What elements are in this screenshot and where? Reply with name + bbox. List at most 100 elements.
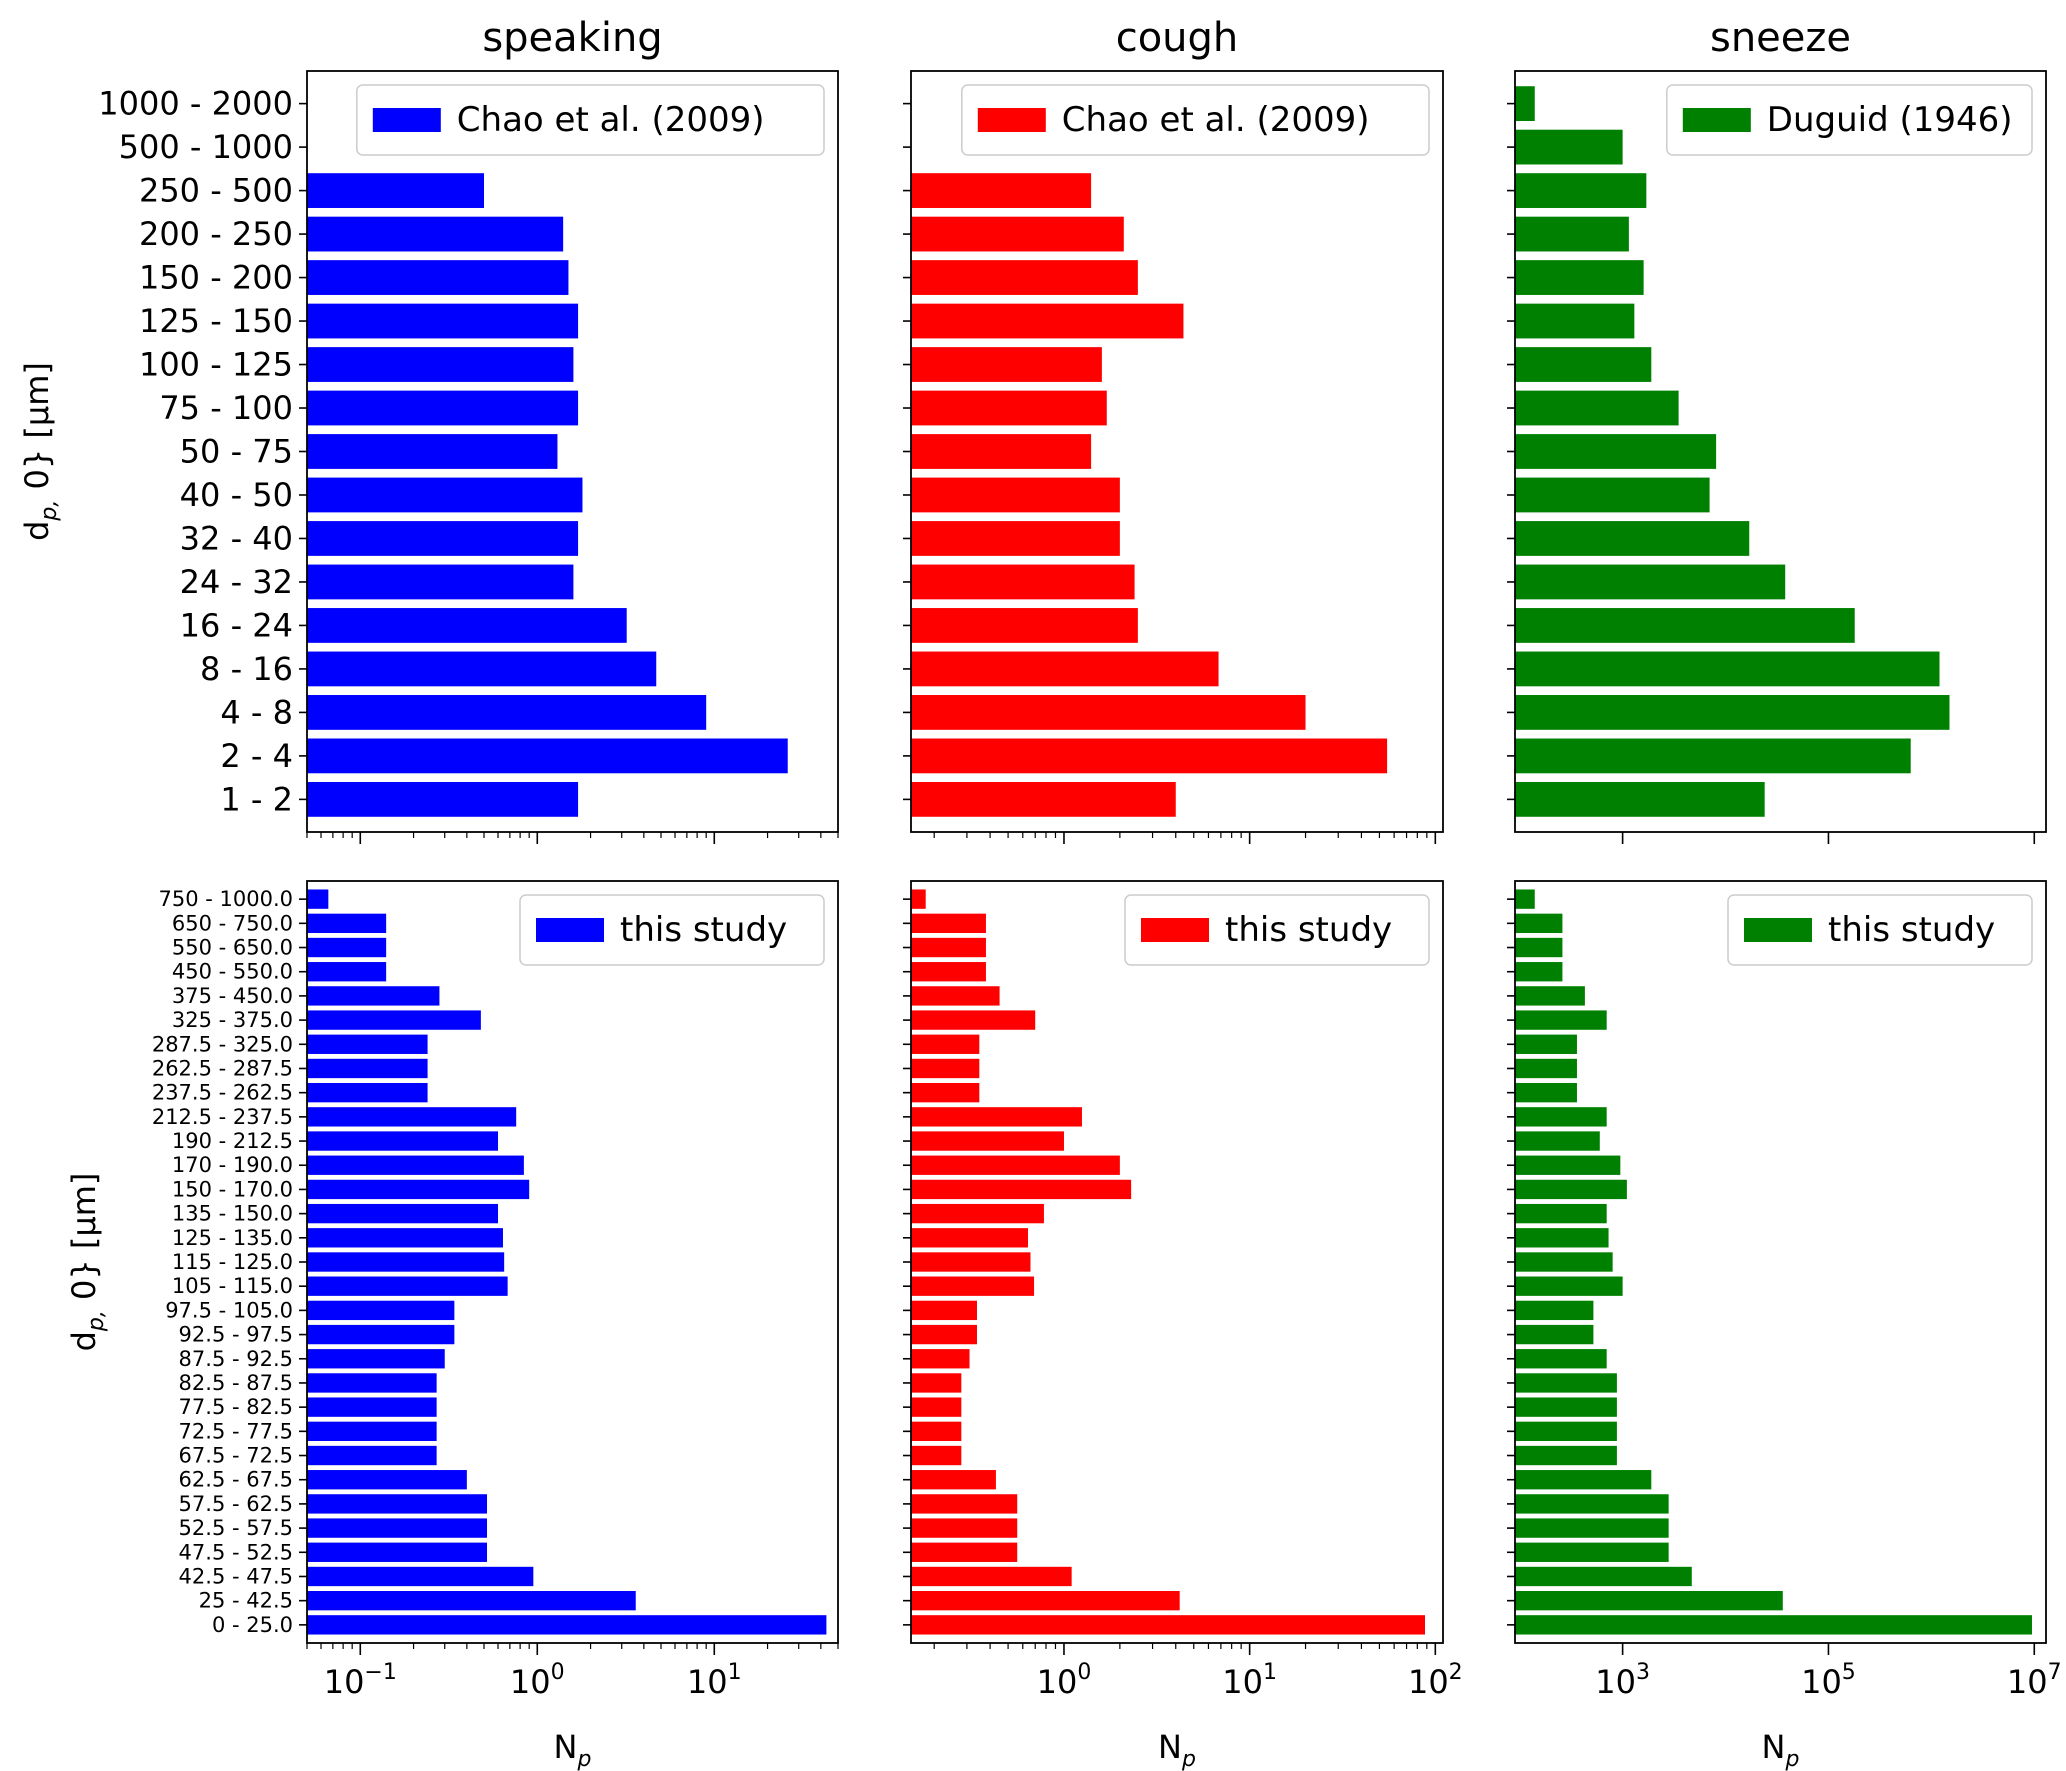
- y-tick-label: 2 - 4: [220, 737, 293, 775]
- bar: [911, 1131, 1064, 1151]
- y-tick-label: 87.5 - 92.5: [179, 1347, 293, 1371]
- bar: [307, 1107, 517, 1127]
- bar: [911, 986, 1000, 1006]
- bar: [307, 477, 583, 513]
- y-tick-label: 200 - 250: [139, 215, 293, 253]
- panel-title: speaking: [482, 15, 662, 61]
- bar: [1515, 1494, 1669, 1514]
- axes-frame: [1514, 70, 2047, 833]
- bar: [1515, 477, 1710, 513]
- bar: [1515, 1034, 1577, 1054]
- bar: [1515, 1179, 1627, 1200]
- bar: [1515, 1155, 1621, 1175]
- y-tick-label: 650 - 750.0: [172, 911, 293, 935]
- x-tick-label: 10−1: [324, 1660, 397, 1701]
- legend: this study: [519, 894, 825, 966]
- legend-box: [356, 84, 825, 156]
- bar: [307, 260, 569, 295]
- y-tick-label: 62.5 - 67.5: [179, 1468, 293, 1492]
- y-tick-label: 25 - 42.5: [199, 1589, 293, 1613]
- bar: [1515, 1082, 1577, 1103]
- y-tick-label: 190 - 212.5: [172, 1129, 293, 1153]
- legend-swatch: [1682, 108, 1751, 132]
- bar: [911, 303, 1184, 339]
- bar: [1515, 390, 1679, 426]
- bar: [1515, 1566, 1692, 1587]
- bar: [911, 1470, 996, 1490]
- bar: [307, 1373, 437, 1393]
- legend-box: [1666, 84, 2033, 156]
- bar: [1515, 1276, 1623, 1296]
- bar: [911, 1300, 977, 1321]
- y-tick-label: 77.5 - 82.5: [179, 1395, 293, 1419]
- bar: [1515, 1131, 1600, 1151]
- bar: [911, 1107, 1082, 1127]
- panel-speaking: 1 - 2 2 - 4 4 - 8 8 - 16 16 - 24 24 - 32 32 - …: [98, 15, 839, 844]
- bar: [911, 390, 1107, 426]
- y-tick-label: 72.5 - 77.5: [179, 1419, 293, 1443]
- panel-title: sneeze: [1710, 15, 1851, 61]
- y-tick-label: 82.5 - 87.5: [179, 1371, 293, 1395]
- y-tick-label: 500 - 1000: [119, 128, 293, 166]
- bar: [307, 1179, 530, 1200]
- bar: [1515, 1010, 1607, 1030]
- bar: [911, 1494, 1018, 1514]
- legend-box: [961, 84, 1430, 156]
- y-tick-label: 150 - 200: [139, 259, 293, 297]
- bar: [911, 564, 1135, 600]
- bar: [307, 608, 627, 643]
- bar: [307, 347, 574, 382]
- y-axis-label: dp, 0} [μm]: [18, 362, 62, 541]
- bar: [307, 1058, 428, 1079]
- y-tick-label: 100 - 125: [139, 346, 293, 384]
- bar: [1515, 1615, 2032, 1635]
- y-tick-label: 375 - 450.0: [172, 984, 293, 1008]
- bar: [911, 1082, 980, 1103]
- axes-frame: [306, 880, 839, 1644]
- bar: [911, 260, 1138, 295]
- bar: [1515, 521, 1750, 556]
- y-tick-label: 135 - 150.0: [172, 1202, 293, 1226]
- bar: [1515, 1542, 1669, 1562]
- legend-label: this study: [1225, 910, 1392, 950]
- bar: [1515, 1324, 1594, 1345]
- y-tick-label: 1 - 2: [220, 780, 293, 818]
- y-tick-label: 8 - 16: [200, 650, 293, 688]
- y-tick-label: 40 - 50: [180, 476, 293, 514]
- bar: [911, 1034, 980, 1054]
- bar: [307, 1542, 488, 1562]
- y-tick-label: 212.5 - 237.5: [152, 1105, 293, 1129]
- bar: [307, 1566, 534, 1587]
- bar: [307, 1010, 481, 1030]
- bar: [307, 564, 574, 600]
- bar: [1515, 889, 1535, 909]
- x-tick-label: 103: [1595, 1660, 1650, 1701]
- bar: [911, 1324, 977, 1345]
- bar: [307, 1518, 488, 1538]
- panel-sneeze-this-study: 103 105 107 this study: [1507, 880, 2062, 1701]
- bar: [1515, 695, 1950, 730]
- bar: [1515, 1300, 1594, 1321]
- x-tick-label: 101: [1222, 1660, 1277, 1701]
- bar: [307, 1252, 505, 1272]
- bar: [911, 608, 1138, 643]
- bar: [307, 1324, 455, 1345]
- bar: [1515, 1470, 1652, 1490]
- bar: [307, 889, 329, 909]
- bar: [307, 937, 387, 958]
- bar: [307, 434, 558, 469]
- bar: [911, 521, 1120, 556]
- bar: [307, 1349, 445, 1369]
- y-tick-label: 24 - 32: [180, 563, 293, 601]
- bar: [911, 1445, 962, 1466]
- bar: [1515, 303, 1635, 339]
- y-tick-label: 450 - 550.0: [172, 960, 293, 984]
- legend-swatch: [977, 108, 1046, 132]
- y-tick-label: 52.5 - 57.5: [179, 1516, 293, 1540]
- legend-label: this study: [620, 910, 787, 950]
- legend: this study: [1727, 894, 2033, 966]
- y-tick-label: 325 - 375.0: [172, 1008, 293, 1032]
- x-axis-label: Np: [1158, 1728, 1196, 1771]
- y-tick-label: 250 - 500: [139, 172, 293, 210]
- bar: [1515, 1107, 1607, 1127]
